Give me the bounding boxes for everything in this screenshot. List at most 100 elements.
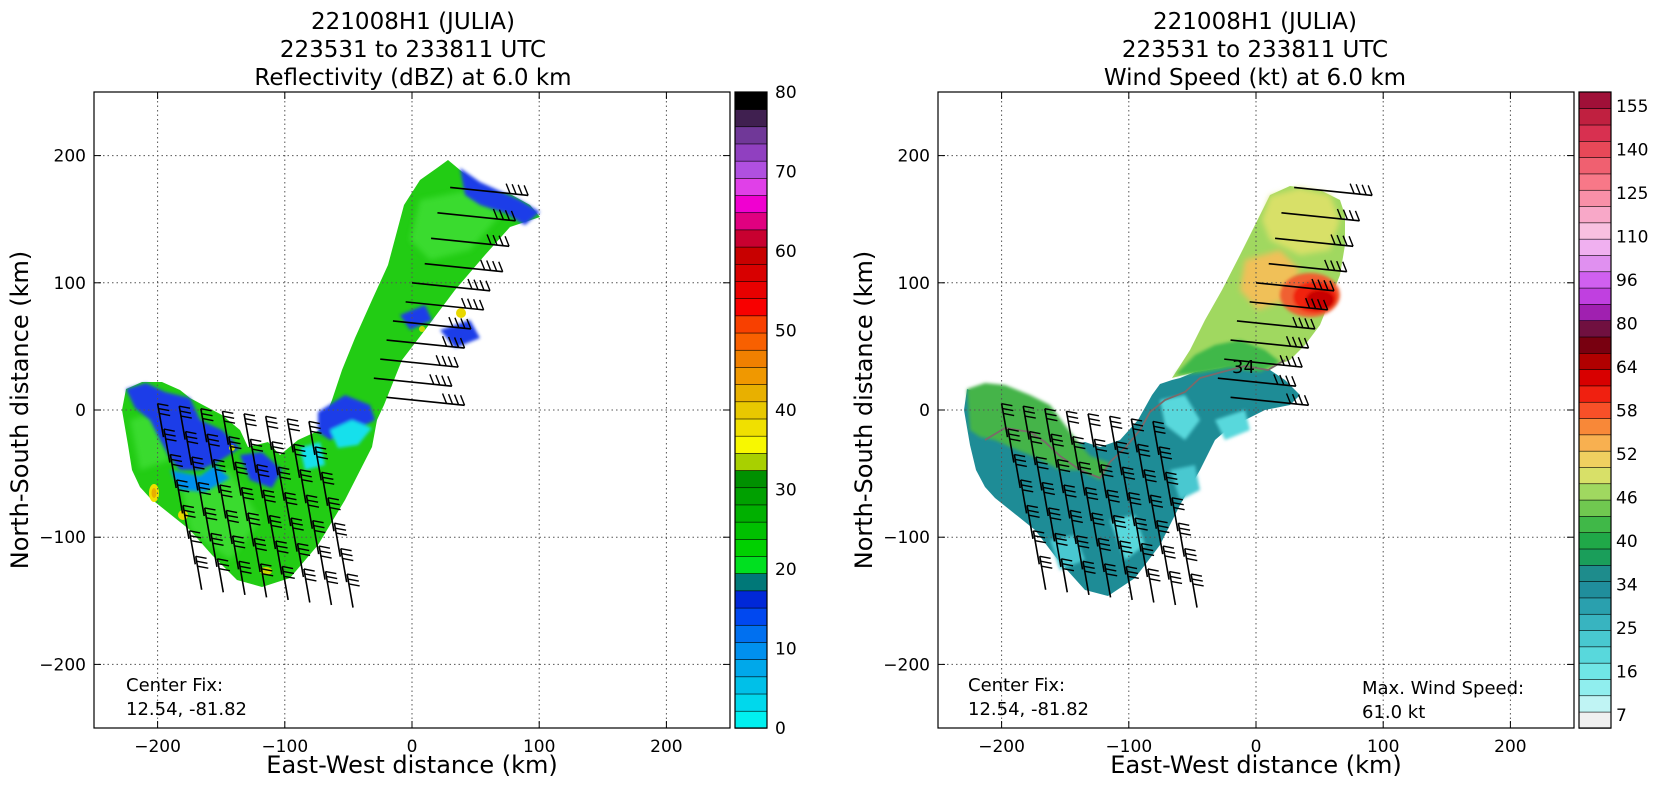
wind-barb-feather — [310, 430, 322, 435]
wind-barb-feather — [346, 573, 359, 577]
wind-barb-feather — [227, 514, 239, 519]
wind-barb-feather — [255, 542, 267, 547]
wind-barb-feather — [312, 519, 324, 524]
wind-barb-feather — [1054, 532, 1066, 537]
wind-barb-feather — [1127, 575, 1139, 580]
y-tick-label: −200 — [883, 655, 930, 675]
wind-barb-feather — [1163, 550, 1175, 554]
right-title-line-1: 221008H1 (JULIA) — [1153, 9, 1357, 35]
wind-barb-feather — [299, 469, 312, 473]
y-tick-label: 100 — [54, 274, 86, 294]
wind-barb-feather — [1046, 417, 1058, 422]
wind-barb-feather — [163, 428, 175, 432]
wind-barb-feather — [321, 471, 333, 476]
wind-barb-feather — [270, 519, 282, 524]
wind-barb-feather — [1138, 448, 1150, 453]
wind-barb-feather — [195, 555, 207, 560]
wind-barb-feather — [1145, 478, 1157, 483]
wind-barb-feather — [313, 524, 325, 529]
wind-barb-feather — [287, 418, 299, 422]
colorbar-segment — [734, 401, 768, 420]
wind-barb-feather — [340, 547, 352, 552]
colorbar-segment — [1578, 417, 1612, 436]
colorbar-tick-label: 70 — [775, 163, 797, 183]
x-tick-label: −200 — [134, 737, 181, 757]
colorbar-tick-label: 50 — [775, 322, 797, 342]
wind-barb-feather — [1311, 278, 1317, 290]
wind-barb-feather — [1079, 461, 1091, 465]
wind-barb-feather — [327, 580, 339, 585]
wind-barb-feather — [279, 471, 291, 475]
right-title-line-3: Wind Speed (kt) at 6.0 km — [1104, 65, 1406, 91]
wind-barb-feather — [273, 450, 285, 455]
colorbar-segment — [734, 315, 768, 334]
wind-barb-feather — [254, 537, 266, 542]
left-y-axis-label: North-South distance (km) — [6, 251, 34, 570]
wind-barb-feather — [1059, 468, 1071, 473]
y-tick-label: 100 — [898, 274, 930, 294]
wind-barb-feather — [1105, 568, 1117, 572]
wind-barb-feather — [1129, 496, 1141, 501]
wind-barb-feather — [322, 476, 334, 480]
wind-barb-feather — [447, 336, 454, 348]
y-tick-label: −100 — [39, 528, 86, 548]
colorbar-segment — [1578, 564, 1612, 582]
wind-barb-feather — [1323, 279, 1329, 291]
wind-barb-feather — [1152, 420, 1164, 425]
wind-barb-feather — [454, 317, 460, 329]
wind-barb-feather — [1336, 260, 1342, 272]
wind-barb-feather — [1036, 461, 1048, 465]
wind-barb-feather — [1348, 209, 1355, 221]
wind-barb-feather — [329, 506, 341, 511]
wind-barb-feather — [1143, 552, 1155, 557]
wind-barb-feather — [1086, 491, 1098, 496]
wind-barb-feather — [1291, 356, 1297, 367]
wind-barb-feather — [347, 578, 359, 582]
wind-barb-feather — [441, 375, 447, 386]
wind-barb-feather — [1101, 468, 1113, 473]
wind-barb-feather — [1071, 519, 1083, 524]
wind-barb-feather — [229, 440, 241, 445]
wind-barb-feather — [1355, 183, 1361, 195]
wind-barb-feather — [1115, 441, 1128, 445]
wind-barb-feather — [1303, 337, 1310, 349]
wind-barb-feather — [291, 522, 303, 526]
wind-barb-feather — [1184, 547, 1196, 552]
colorbar-segment — [1578, 646, 1612, 664]
wind-barb-feather — [1087, 496, 1099, 501]
colorbar-segment — [734, 332, 768, 351]
wind-barb-feather — [1052, 443, 1064, 447]
left-ticks: −200 −100 0 100 200 −200 −100 0 100 200 — [39, 92, 730, 757]
wind-barb-feather — [1126, 570, 1139, 575]
wind-barb-feather — [1160, 451, 1172, 455]
wind-barb-feather — [517, 184, 523, 196]
colorbar-tick-label: 60 — [775, 242, 797, 262]
wind-barb-feather — [1104, 563, 1116, 567]
wind-barb-feather — [1043, 486, 1055, 491]
colorbar-segment — [1578, 532, 1612, 550]
wind-barb-feather — [1035, 456, 1047, 460]
wind-barb-feather — [1007, 428, 1019, 432]
wind-barb-feather — [179, 405, 191, 409]
wind-barb-feather — [1042, 481, 1054, 486]
wind-barb-feather — [1165, 471, 1177, 476]
wind-barb-feather — [271, 441, 284, 445]
wind-barb-feather — [306, 494, 318, 498]
wind-barb-feather — [267, 425, 279, 429]
wind-barb-feather — [1131, 418, 1143, 422]
wind-barb-feather — [260, 563, 272, 567]
wind-barb-feather — [1285, 393, 1292, 404]
wind-barb-feather — [1037, 466, 1049, 470]
wind-barb-feather — [218, 567, 231, 572]
colorbar-segment — [1578, 483, 1612, 501]
wind-barb-feather — [435, 355, 441, 366]
right-max-wind-value: 61.0 kt — [1362, 702, 1425, 723]
wind-barb-feather — [1027, 509, 1039, 514]
wind-barb-feather — [1336, 234, 1342, 246]
wind-swath-green-ne — [1175, 340, 1280, 375]
colorbar-tick-label: 96 — [1616, 271, 1638, 291]
reflectivity-panel: 221008H1 (JULIA) 223531 to 233811 UTC Re… — [6, 9, 797, 779]
colorbar-segment — [1578, 678, 1612, 697]
wind-barb-feather — [235, 466, 247, 470]
wind-barb-feather — [234, 545, 246, 549]
